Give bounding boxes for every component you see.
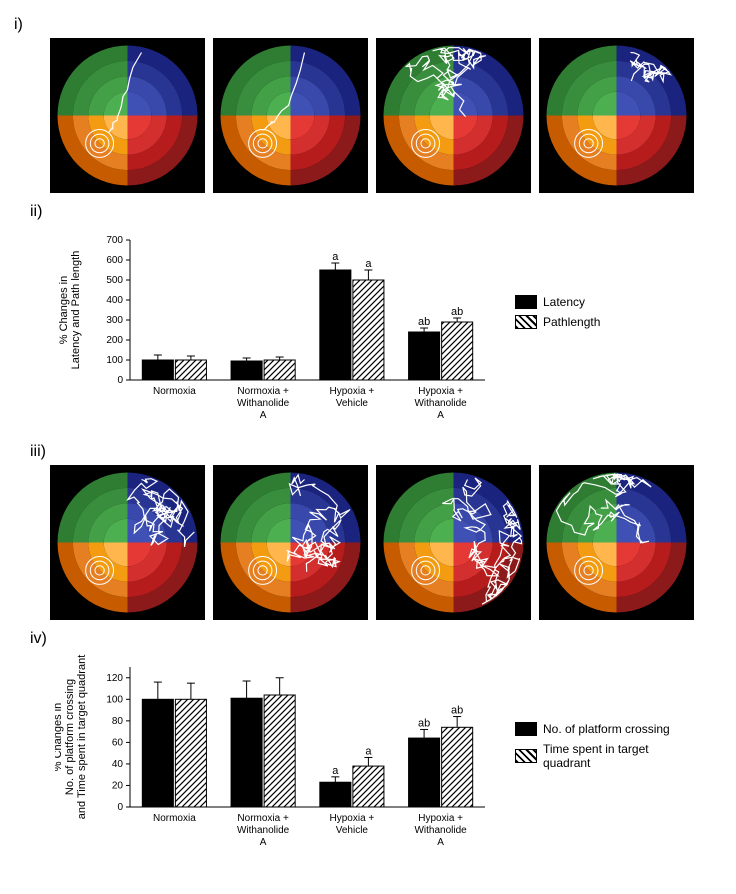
svg-text:60: 60: [112, 737, 124, 748]
svg-text:ab: ab: [451, 705, 463, 717]
legend-row: Latency: [515, 295, 600, 309]
svg-text:a: a: [365, 258, 372, 270]
svg-text:a: a: [332, 765, 339, 777]
svg-text:ab: ab: [418, 316, 430, 328]
svg-text:0: 0: [117, 375, 123, 386]
maze-plot: [50, 465, 205, 620]
svg-text:40: 40: [112, 759, 124, 770]
panel-label-ii: ii): [30, 203, 736, 221]
legend-row: No. of platform crossing: [515, 722, 670, 736]
svg-text:ab: ab: [451, 306, 463, 318]
legend-label: Latency: [543, 295, 585, 309]
legend-row: Time spent in targetquadrant: [515, 742, 670, 770]
legend-swatch-solid: [515, 295, 537, 309]
maze-plot: [539, 465, 694, 620]
legend-label: Time spent in targetquadrant: [543, 742, 649, 770]
svg-text:A: A: [437, 410, 444, 421]
svg-text:ab: ab: [418, 717, 430, 729]
figure-container: i) ii) 0100200300400500600700% Changes i…: [0, 0, 736, 890]
svg-text:200: 200: [106, 335, 123, 346]
chart-ii-svg: 0 100 200 300 400 500 600 700 % Changes inLatenc…: [55, 225, 495, 435]
svg-text:a: a: [365, 745, 372, 757]
maze-plot: [539, 38, 694, 193]
legend-ii: Latency Pathlength: [515, 295, 600, 335]
chart-iv-area: 0 20 40 60 80 100 120 % Changes inNo. of platfo…: [55, 652, 736, 862]
panel-label-iii: iii): [30, 443, 736, 461]
svg-text:Vehicle: Vehicle: [336, 825, 369, 836]
legend-swatch-hatch: [515, 315, 537, 329]
maze-plot: [376, 465, 531, 620]
svg-text:100: 100: [106, 355, 123, 366]
svg-text:Withanolide: Withanolide: [237, 398, 290, 409]
svg-text:500: 500: [106, 275, 123, 286]
legend-swatch-solid: [515, 722, 537, 736]
svg-text:0: 0: [117, 802, 123, 813]
svg-text:Vehicle: Vehicle: [336, 398, 369, 409]
svg-text:Hypoxia +: Hypoxia +: [418, 386, 463, 397]
svg-text:700: 700: [106, 235, 123, 246]
legend-label: Pathlength: [543, 315, 600, 329]
svg-text:400: 400: [106, 295, 123, 306]
svg-text:% Changes inNo. of platform cr: % Changes inNo. of platform crossingand …: [55, 655, 88, 820]
svg-text:A: A: [260, 410, 267, 421]
chart-iv-svg: 0 20 40 60 80 100 120 % Changes inNo. of platfo…: [55, 652, 495, 862]
svg-text:Normoxia: Normoxia: [153, 813, 196, 824]
panel-label-iv: iv): [30, 630, 736, 648]
maze-row-iii: [50, 465, 736, 620]
legend-label: No. of platform crossing: [543, 722, 670, 736]
svg-text:Hypoxia +: Hypoxia +: [418, 813, 463, 824]
svg-text:Withanolide: Withanolide: [414, 825, 467, 836]
svg-text:120: 120: [106, 673, 123, 684]
svg-text:Withanolide: Withanolide: [414, 398, 467, 409]
legend-iv: No. of platform crossing Time spent in ta…: [515, 722, 670, 776]
svg-text:Normoxia: Normoxia: [153, 386, 196, 397]
svg-text:A: A: [437, 837, 444, 848]
maze-row-i: [50, 38, 736, 193]
svg-text:80: 80: [112, 716, 124, 727]
maze-plot: [376, 38, 531, 193]
svg-text:% Changes inLatency and Path l: % Changes inLatency and Path length: [58, 251, 82, 370]
svg-text:Normoxia +: Normoxia +: [237, 813, 289, 824]
svg-text:600: 600: [106, 255, 123, 266]
svg-text:Withanolide: Withanolide: [237, 825, 290, 836]
legend-row: Pathlength: [515, 315, 600, 329]
panel-label-i: i): [14, 16, 736, 34]
svg-text:100: 100: [106, 694, 123, 705]
svg-text:300: 300: [106, 315, 123, 326]
maze-plot: [213, 465, 368, 620]
svg-text:Hypoxia +: Hypoxia +: [330, 813, 375, 824]
svg-text:Hypoxia +: Hypoxia +: [330, 386, 375, 397]
chart-ii-area: 0 100 200 300 400 500 600 700 % Changes inLatenc…: [55, 225, 736, 435]
svg-text:a: a: [332, 251, 339, 263]
maze-plot: [213, 38, 368, 193]
svg-text:20: 20: [112, 780, 124, 791]
svg-text:Normoxia +: Normoxia +: [237, 386, 289, 397]
maze-plot: [50, 38, 205, 193]
legend-swatch-hatch: [515, 749, 537, 763]
svg-text:A: A: [260, 837, 267, 848]
